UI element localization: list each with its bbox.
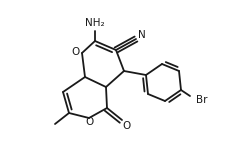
Text: O: O bbox=[122, 121, 130, 131]
Text: Br: Br bbox=[195, 95, 207, 105]
Text: NH₂: NH₂ bbox=[85, 18, 104, 28]
Text: O: O bbox=[86, 117, 94, 127]
Text: O: O bbox=[72, 47, 80, 57]
Text: N: N bbox=[137, 30, 145, 40]
